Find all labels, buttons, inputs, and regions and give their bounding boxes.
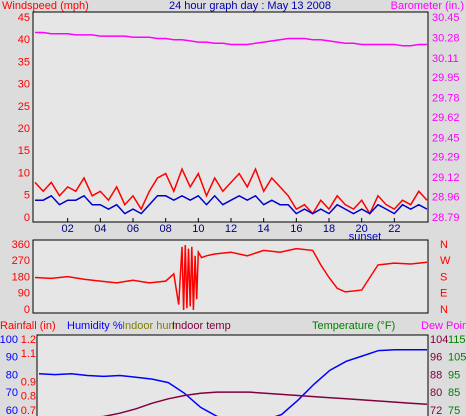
y-tick-label: 30.28: [432, 32, 460, 44]
y-tick-label: 70: [6, 387, 18, 399]
y-tick-label: 75: [448, 405, 460, 416]
legend-label: Indoor temp: [172, 320, 231, 332]
data-line: [34, 244, 428, 311]
y-tick-label: 96: [430, 352, 442, 364]
plot-area: [36, 334, 429, 416]
y-tick-label: 100: [0, 334, 18, 346]
y-tick-label: 80: [430, 387, 442, 399]
y-tick-label: 28.96: [432, 191, 460, 203]
data-line: [35, 194, 428, 215]
annotation: sunset: [349, 231, 381, 243]
y-tick-label: 105: [448, 352, 466, 364]
x-tick-label: 08: [160, 223, 172, 235]
plot-area: [32, 239, 429, 314]
y-tick-label: 0.7: [21, 405, 36, 416]
y-tick-label: 40: [18, 34, 30, 46]
y-tick-label: 28.79: [432, 212, 460, 224]
legend-label: Indoor hum: [122, 320, 178, 332]
y-tick-label: 0: [24, 304, 30, 316]
legend-label: Humidity %: [67, 320, 123, 332]
y-tick-label: 60: [6, 405, 18, 416]
y-tick-label: S: [440, 271, 447, 283]
y-tick-label: 29.95: [432, 72, 460, 84]
x-tick-label: 12: [225, 223, 237, 235]
y-tick-label: 1.2: [21, 334, 36, 346]
y-tick-label: 90: [18, 288, 30, 300]
x-tick-label: 20: [356, 223, 368, 235]
plot-area: [32, 11, 429, 223]
y-tick-label: 80: [6, 369, 18, 381]
y-tick-label: E: [440, 288, 447, 300]
y-tick-label: 360: [12, 239, 30, 251]
y-tick-label: 29.12: [432, 172, 460, 184]
x-tick-label: 14: [258, 223, 270, 235]
y-tick-label: 0: [24, 212, 30, 224]
y-tick-label: 88: [430, 369, 442, 381]
y-tick-label: 29.45: [432, 132, 460, 144]
x-tick-label: 02: [62, 223, 74, 235]
axis-label: Rainfall (in): [0, 320, 56, 332]
x-tick-label: 18: [323, 223, 335, 235]
y-tick-label: 72: [430, 405, 442, 416]
x-tick-label: 16: [290, 223, 302, 235]
y-tick-label: 29.62: [432, 112, 460, 124]
y-tick-label: N: [440, 239, 448, 251]
y-tick-label: 0.9: [21, 377, 36, 389]
y-axis-label: Windspeed (mph): [2, 0, 89, 12]
y-tick-label: 85: [448, 387, 460, 399]
y-tick-label: 180: [12, 271, 30, 283]
y-tick-label: 20: [18, 123, 30, 135]
y-tick-label: 10: [18, 167, 30, 179]
y-tick-label: N: [440, 304, 448, 316]
axis-label: Temperature (°F): [312, 320, 395, 332]
y-tick-label: 29.29: [432, 152, 460, 164]
x-tick-label: 22: [388, 223, 400, 235]
y2-axis-label: Barometer (in.): [391, 0, 464, 12]
y-tick-label: 270: [12, 255, 30, 267]
x-tick-label: 10: [192, 223, 204, 235]
y-tick-label: 30.11: [432, 53, 459, 65]
x-tick-label: 04: [94, 223, 106, 235]
y-tick-label: 30: [18, 79, 30, 91]
y-tick-label: W: [440, 255, 451, 267]
x-tick-label: 06: [127, 223, 139, 235]
y-tick-label: 0.8: [21, 391, 36, 403]
y-tick-label: 104: [430, 334, 448, 346]
y-tick-label: 25: [18, 101, 30, 113]
y-tick-label: 90: [6, 352, 18, 364]
data-line: [34, 167, 428, 216]
data-line: [38, 349, 427, 416]
chart-title: 24 hour graph day : May 13 2008: [169, 0, 331, 12]
y-tick-label: 45: [18, 12, 30, 24]
y-tick-label: 95: [448, 369, 460, 381]
y-tick-label: 15: [18, 145, 30, 157]
y-tick-label: 29.78: [432, 93, 460, 105]
legend-label: Dew Point: [421, 320, 466, 332]
y-tick-label: 30.45: [432, 12, 460, 24]
data-line: [35, 31, 427, 47]
data-line: [100, 391, 428, 416]
y-tick-label: 35: [18, 56, 30, 68]
y-tick-label: 1.1: [21, 348, 36, 360]
y-tick-label: 115: [448, 334, 466, 346]
y-tick-label: 5: [24, 190, 30, 202]
